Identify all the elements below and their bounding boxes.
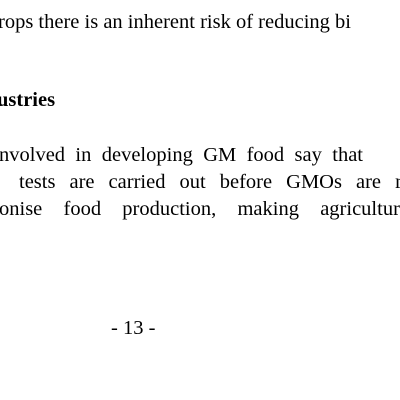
text-line: nvolved in developing GM food say that	[0, 144, 363, 166]
text-line: onise food production, making agricultur…	[0, 198, 400, 220]
page-number: - 13 -	[111, 317, 156, 339]
text-line: tests are carried out before GMOs are re	[19, 171, 400, 193]
section-heading: ustries	[0, 89, 56, 111]
text-line: rops there is an inherent risk of reduci…	[0, 11, 351, 33]
